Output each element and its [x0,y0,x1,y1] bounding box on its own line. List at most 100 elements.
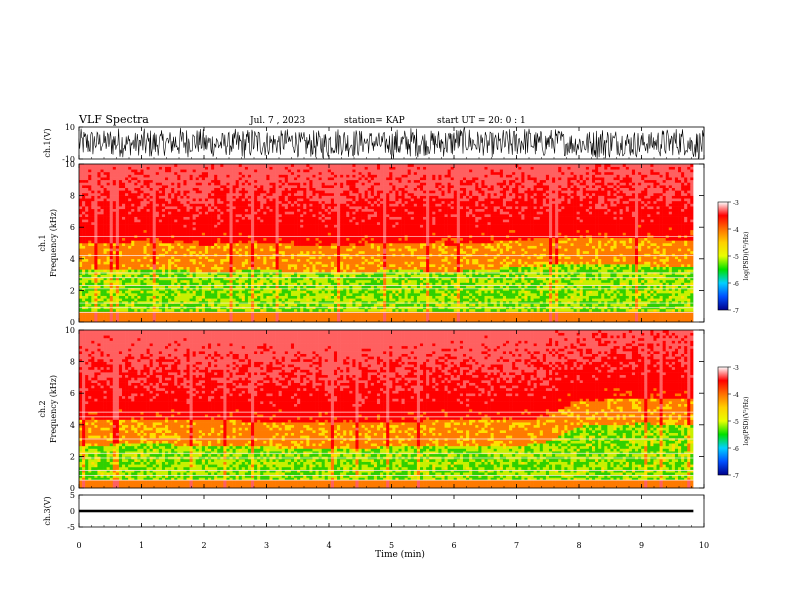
spectrogram-cell [245,214,248,217]
spectrogram-cell [131,193,134,196]
spectrogram-cell [309,317,312,320]
spectrogram-cell [208,172,211,175]
spectrogram-cell [208,201,211,204]
spectrogram-cell [196,182,199,185]
spectrogram-cell [248,314,251,317]
spectrogram-cell [156,182,159,185]
spectrogram-cell [180,175,183,178]
spectrogram-cell [131,256,134,259]
spectrogram-cell [116,190,119,193]
spectrogram-cell [328,219,331,222]
spectrogram-cell [88,225,91,228]
spectrogram-cell [153,261,156,264]
spectrogram-cell [82,264,85,267]
spectrogram-cell [266,193,269,196]
spectrogram-cell [134,272,137,275]
spectrogram-cell [214,164,217,167]
spectrogram-cell [125,311,128,314]
spectrogram-cell [190,296,193,299]
spectrogram-cell [254,209,257,212]
spectrogram-cell [266,240,269,243]
spectrogram-cell [322,261,325,264]
spectrogram-cell [260,201,263,204]
spectrogram-cell [153,304,156,307]
spectrogram-cell [312,193,315,196]
spectrogram-cell [202,209,205,212]
spectrogram-cell [113,201,116,204]
spectrogram-cell [220,167,223,170]
spectrogram-cell [196,246,199,249]
spectrogram-cell [269,175,272,178]
spectrogram-cell [208,280,211,283]
spectrogram-cell [282,209,285,212]
spectrogram-cell [187,185,190,188]
spectrogram-cell [322,251,325,254]
spectrogram-cell [144,198,147,201]
spectrogram-cell [303,198,306,201]
spectrogram-cell [82,169,85,172]
spectrogram-cell [165,172,168,175]
spectrogram-cell [282,254,285,257]
spectrogram-cell [325,232,328,235]
spectrogram-cell [223,225,226,228]
spectrogram-cell [328,304,331,307]
spectrogram-cell [101,198,104,201]
spectrogram-cell [236,164,239,167]
spectrogram-cell [187,272,190,275]
spectrogram-cell [205,211,208,214]
spectrogram-cell [88,198,91,201]
spectrogram-cell [325,196,328,199]
spectrogram-cell [88,246,91,249]
spectrogram-cell [245,301,248,304]
spectrogram-cell [153,232,156,235]
spectrogram-cell [236,246,239,249]
spectrogram-cell [300,227,303,230]
spectrogram-cell [269,198,272,201]
spectrogram-cell [101,217,104,220]
spectrogram-cell [269,193,272,196]
spectrogram-cell [233,240,236,243]
spectrogram-cell [104,301,107,304]
spectrogram-cell [242,175,245,178]
spectrogram-cell [291,180,294,183]
spectrogram-cell [263,227,266,230]
spectrogram-cell [85,240,88,243]
spectrogram-cell [147,164,150,167]
spectrogram-cell [309,304,312,307]
spectrogram-cell [85,304,88,307]
spectrogram-cell [82,177,85,180]
spectrogram-cell [316,304,319,307]
spectrogram-cell [325,217,328,220]
spectrogram-cell [165,248,168,251]
spectrogram-cell [177,256,180,259]
spectrogram-cell [162,217,165,220]
spectrogram-cell [122,238,125,241]
spectrogram-cell [217,314,220,317]
spectrogram-cell [183,248,186,251]
spectrogram-cell [254,309,257,312]
spectrogram-cell [230,288,233,291]
spectrogram-cell [88,254,91,257]
spectrogram-cell [285,227,288,230]
spectrogram-cell [322,198,325,201]
spectrogram-cell [183,232,186,235]
spectrogram-cell [113,182,116,185]
spectrogram-cell [162,243,165,246]
spectrogram-cell [91,230,94,233]
spectrogram-cell [245,211,248,214]
spectrogram-cell [162,169,165,172]
spectrogram-cell [202,217,205,220]
spectrogram-cell [257,243,260,246]
spectrogram-cell [196,164,199,167]
spectrogram-cell [147,209,150,212]
spectrogram-cell [180,254,183,257]
spectrogram-cell [285,219,288,222]
spectrogram-cell [239,227,242,230]
spectrogram-cell [156,259,159,262]
spectrogram-cell [223,219,226,222]
spectrogram-cell [177,264,180,267]
spectrogram-cell [211,272,214,275]
spectrogram-cell [94,164,97,167]
spectrogram-cell [82,311,85,314]
spectrogram-cell [119,164,122,167]
